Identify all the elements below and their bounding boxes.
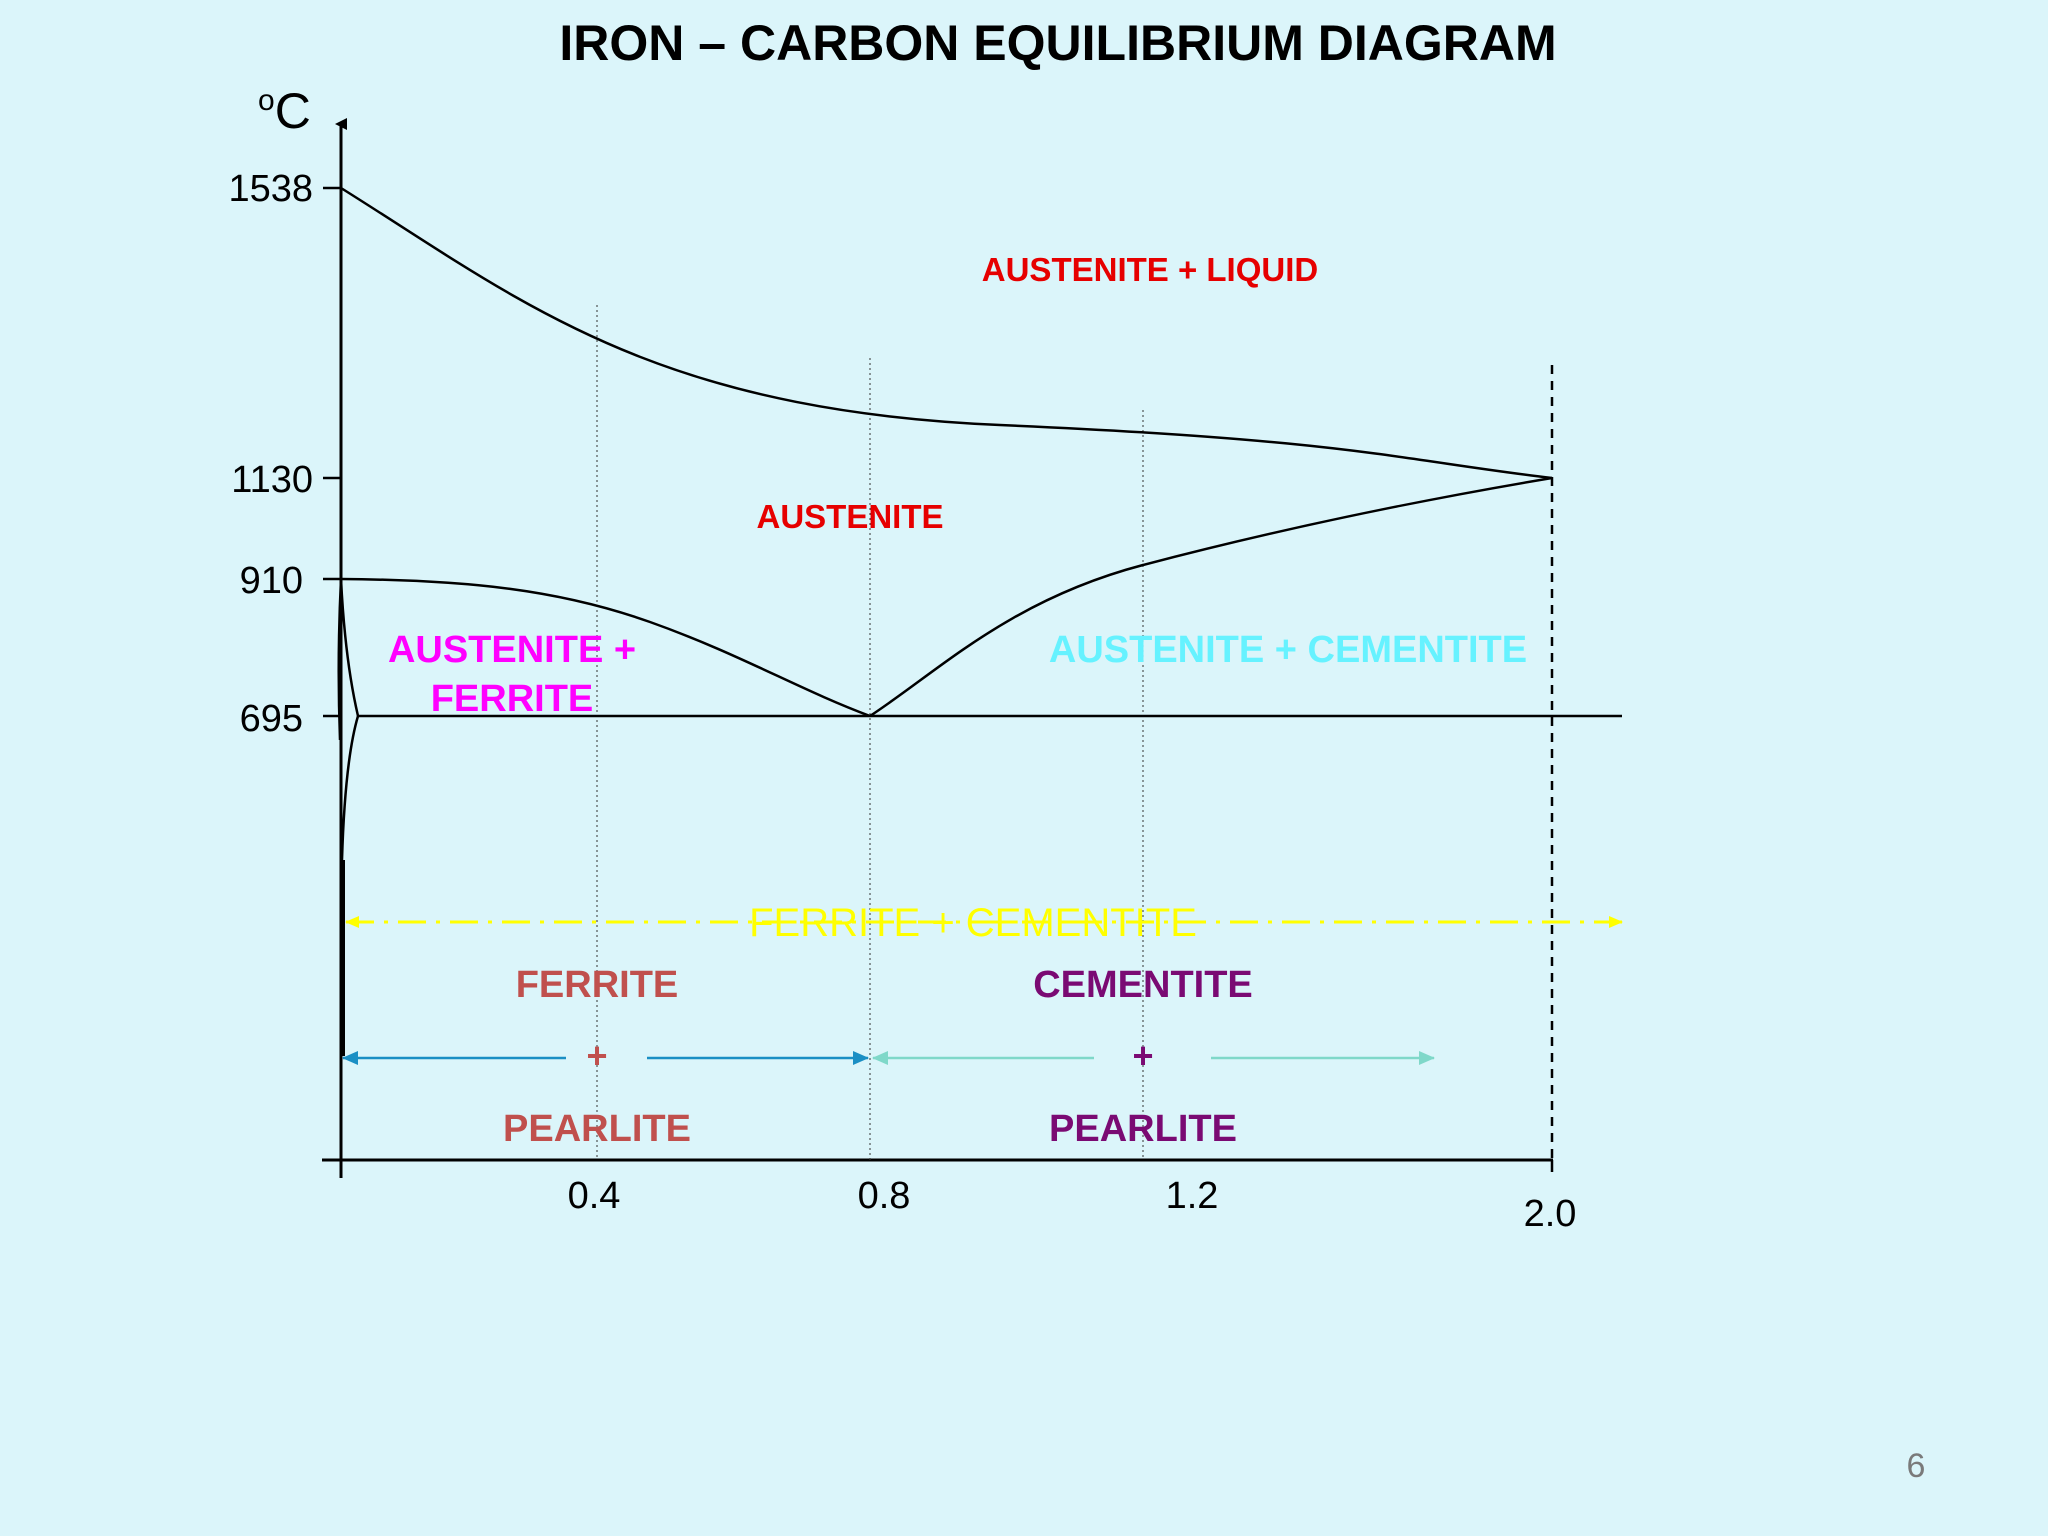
label-ferrite-pearlite: PEARLITE (503, 1108, 691, 1150)
label-austenite-cementite: AUSTENITE + CEMENTITE (1049, 629, 1527, 671)
label-ferrite: FERRITE (516, 964, 679, 1006)
page-number: 6 (1907, 1447, 1926, 1485)
label-ferrite-plus: + (586, 1035, 607, 1076)
a3-line (340, 577, 871, 718)
y-tick-label-910: 910 (240, 560, 303, 602)
label-cementite: CEMENTITE (1033, 964, 1253, 1006)
diagram-title: IRON – CARBON EQUILIBRIUM DIAGRAM (559, 15, 1556, 71)
y-axis-unit: oC (258, 83, 311, 139)
y-ticks (323, 186, 341, 718)
y-tick-label-695: 695 (240, 698, 303, 740)
phase-boundaries (337, 186, 1622, 1056)
x-tick-label-0-8: 0.8 (858, 1175, 911, 1217)
label-austenite: AUSTENITE (756, 498, 943, 535)
composition-guides (596, 305, 1144, 1160)
label-cementite-pearlite: PEARLITE (1049, 1108, 1237, 1150)
liquidus-curve (340, 186, 1553, 480)
ferrite-boundary-outer (339, 578, 360, 717)
label-austenite-liquid: AUSTENITE + LIQUID (982, 251, 1318, 288)
y-tick-label-1538: 1538 (228, 168, 313, 210)
celsius-symbol: C (275, 83, 311, 139)
label-austenite-ferrite-line1: AUSTENITE + (388, 629, 636, 671)
ferrite-solvus (340, 715, 360, 861)
label-ferrite-cementite: FERRITE + CEMENTITE (749, 901, 1197, 945)
label-cementite-plus: + (1132, 1035, 1153, 1076)
x-tick-label-2-0: 2.0 (1524, 1193, 1577, 1235)
x-tick-label-0-4: 0.4 (568, 1175, 621, 1217)
degree-superscript: o (258, 84, 275, 117)
ferrite-boundary-inner (337, 578, 343, 741)
label-austenite-ferrite-line2: FERRITE (431, 678, 594, 720)
x-tick-label-1-2: 1.2 (1166, 1175, 1219, 1217)
acm-line (869, 476, 1553, 718)
y-tick-label-1130: 1130 (231, 459, 313, 501)
